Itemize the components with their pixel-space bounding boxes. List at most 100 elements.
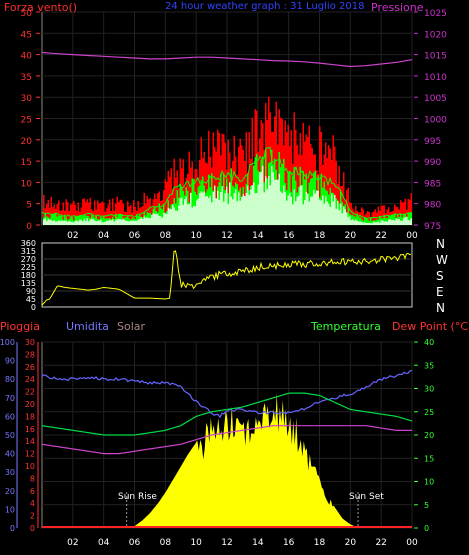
gust-bar	[329, 148, 331, 225]
wind-bar	[119, 219, 121, 225]
wind-bar	[220, 192, 222, 225]
humidity-axis-title: Umidita	[66, 320, 109, 333]
temperature-tick-label: 0	[424, 524, 429, 533]
temperature-line	[41, 392, 413, 436]
wind-bar	[287, 195, 289, 225]
wind-bar	[217, 190, 219, 225]
temperature-tick-label: 5	[424, 501, 429, 510]
wind-bar	[176, 210, 178, 225]
time-tick-label: 12	[221, 538, 232, 548]
wind-tick-label: 25	[21, 116, 32, 126]
gust-bar	[142, 206, 144, 225]
avg-bar	[223, 173, 225, 225]
wind-bar	[269, 185, 271, 225]
wind-bar	[257, 184, 259, 225]
avg-bar	[302, 171, 304, 225]
wind-bar	[116, 219, 118, 225]
wind-bar	[106, 220, 108, 225]
gust-bar	[212, 132, 214, 225]
gust-bar	[296, 145, 298, 225]
avg-bar	[52, 214, 54, 225]
gust-bar	[97, 200, 99, 225]
avg-bar	[50, 214, 52, 225]
wind-bar	[134, 220, 136, 225]
avg-bar	[371, 220, 373, 225]
gust-bar	[284, 120, 286, 225]
wind-bar	[50, 220, 52, 225]
wind-series	[43, 165, 412, 225]
avg-bar	[61, 215, 63, 225]
wind-bar	[154, 213, 156, 225]
temperature-tick-label: 30	[424, 385, 434, 394]
wind-bar	[284, 191, 286, 225]
wind-bar	[67, 221, 69, 225]
wind-bar	[79, 219, 81, 225]
wind-bar	[331, 193, 333, 225]
wind-bar	[74, 220, 76, 225]
wind-bar	[151, 214, 153, 225]
wind-bar	[85, 221, 87, 225]
avg-bar	[353, 216, 355, 225]
pressure-line	[41, 51, 413, 68]
wind-bar	[236, 201, 238, 225]
wind-bar	[256, 193, 258, 225]
avg-bar	[193, 178, 195, 225]
wind-bar	[143, 216, 145, 225]
gust-bar	[113, 210, 115, 225]
wind-bar	[268, 176, 270, 225]
wind-bar	[92, 218, 94, 225]
gust-bar	[227, 139, 229, 225]
wind-bar	[91, 218, 93, 225]
temperature-tick-label: 10	[424, 478, 434, 487]
wind-bar	[46, 220, 48, 225]
humidity-tick-label: 70	[5, 394, 15, 403]
humidity-tick-label: 10	[5, 505, 15, 514]
time-tick-label: 08	[160, 231, 172, 241]
wind-bar	[98, 220, 100, 225]
wind-bar	[103, 222, 105, 225]
gust-bar	[368, 212, 370, 225]
pressure-tick-label: 985	[424, 179, 441, 189]
humidity-tick-label: 40	[5, 450, 15, 459]
solar-area	[126, 393, 358, 528]
wind-bar	[277, 179, 279, 225]
humidity-tick-label: 50	[5, 431, 15, 440]
wind-bar	[172, 204, 174, 225]
wind-bar	[197, 198, 199, 225]
avg-bar	[53, 213, 55, 225]
wind-bar	[136, 220, 138, 225]
wind-bar	[389, 219, 391, 225]
direction-tick-label: 270	[21, 255, 36, 264]
wind-bar	[280, 191, 282, 225]
wind-bar	[260, 171, 262, 225]
wind-bar	[53, 220, 55, 225]
wind-bar	[64, 220, 66, 225]
wind-bar	[226, 186, 228, 225]
wind-bar	[113, 221, 115, 225]
gust-bar	[86, 199, 88, 225]
wind-bar	[107, 220, 109, 225]
wind-bar	[283, 185, 285, 225]
wind-bar	[323, 203, 325, 225]
gust-bar	[170, 168, 172, 225]
wind-bar	[401, 220, 403, 225]
rain-tick-label: 12	[25, 450, 35, 459]
wind-tick-label: 15	[21, 158, 32, 168]
wind-bar	[308, 201, 310, 225]
wind-bar	[125, 220, 127, 225]
wind-bar	[101, 222, 103, 225]
wind-bar	[215, 198, 217, 225]
wind-bar	[392, 219, 394, 225]
direction-tick-label: 135	[21, 279, 36, 288]
wind-bar	[58, 220, 60, 225]
gust-bar	[94, 200, 96, 225]
avg-bar	[71, 217, 73, 225]
wind-bar	[370, 223, 372, 225]
gust-bar	[331, 159, 333, 225]
climate-panel-axes: 0102030405060708090100024681012141618202…	[0, 338, 434, 548]
wind-bar	[383, 221, 385, 225]
pressure-tick-label: 975	[424, 222, 441, 232]
wind-bar	[124, 219, 126, 225]
wind-tick-label: 35	[21, 73, 32, 83]
